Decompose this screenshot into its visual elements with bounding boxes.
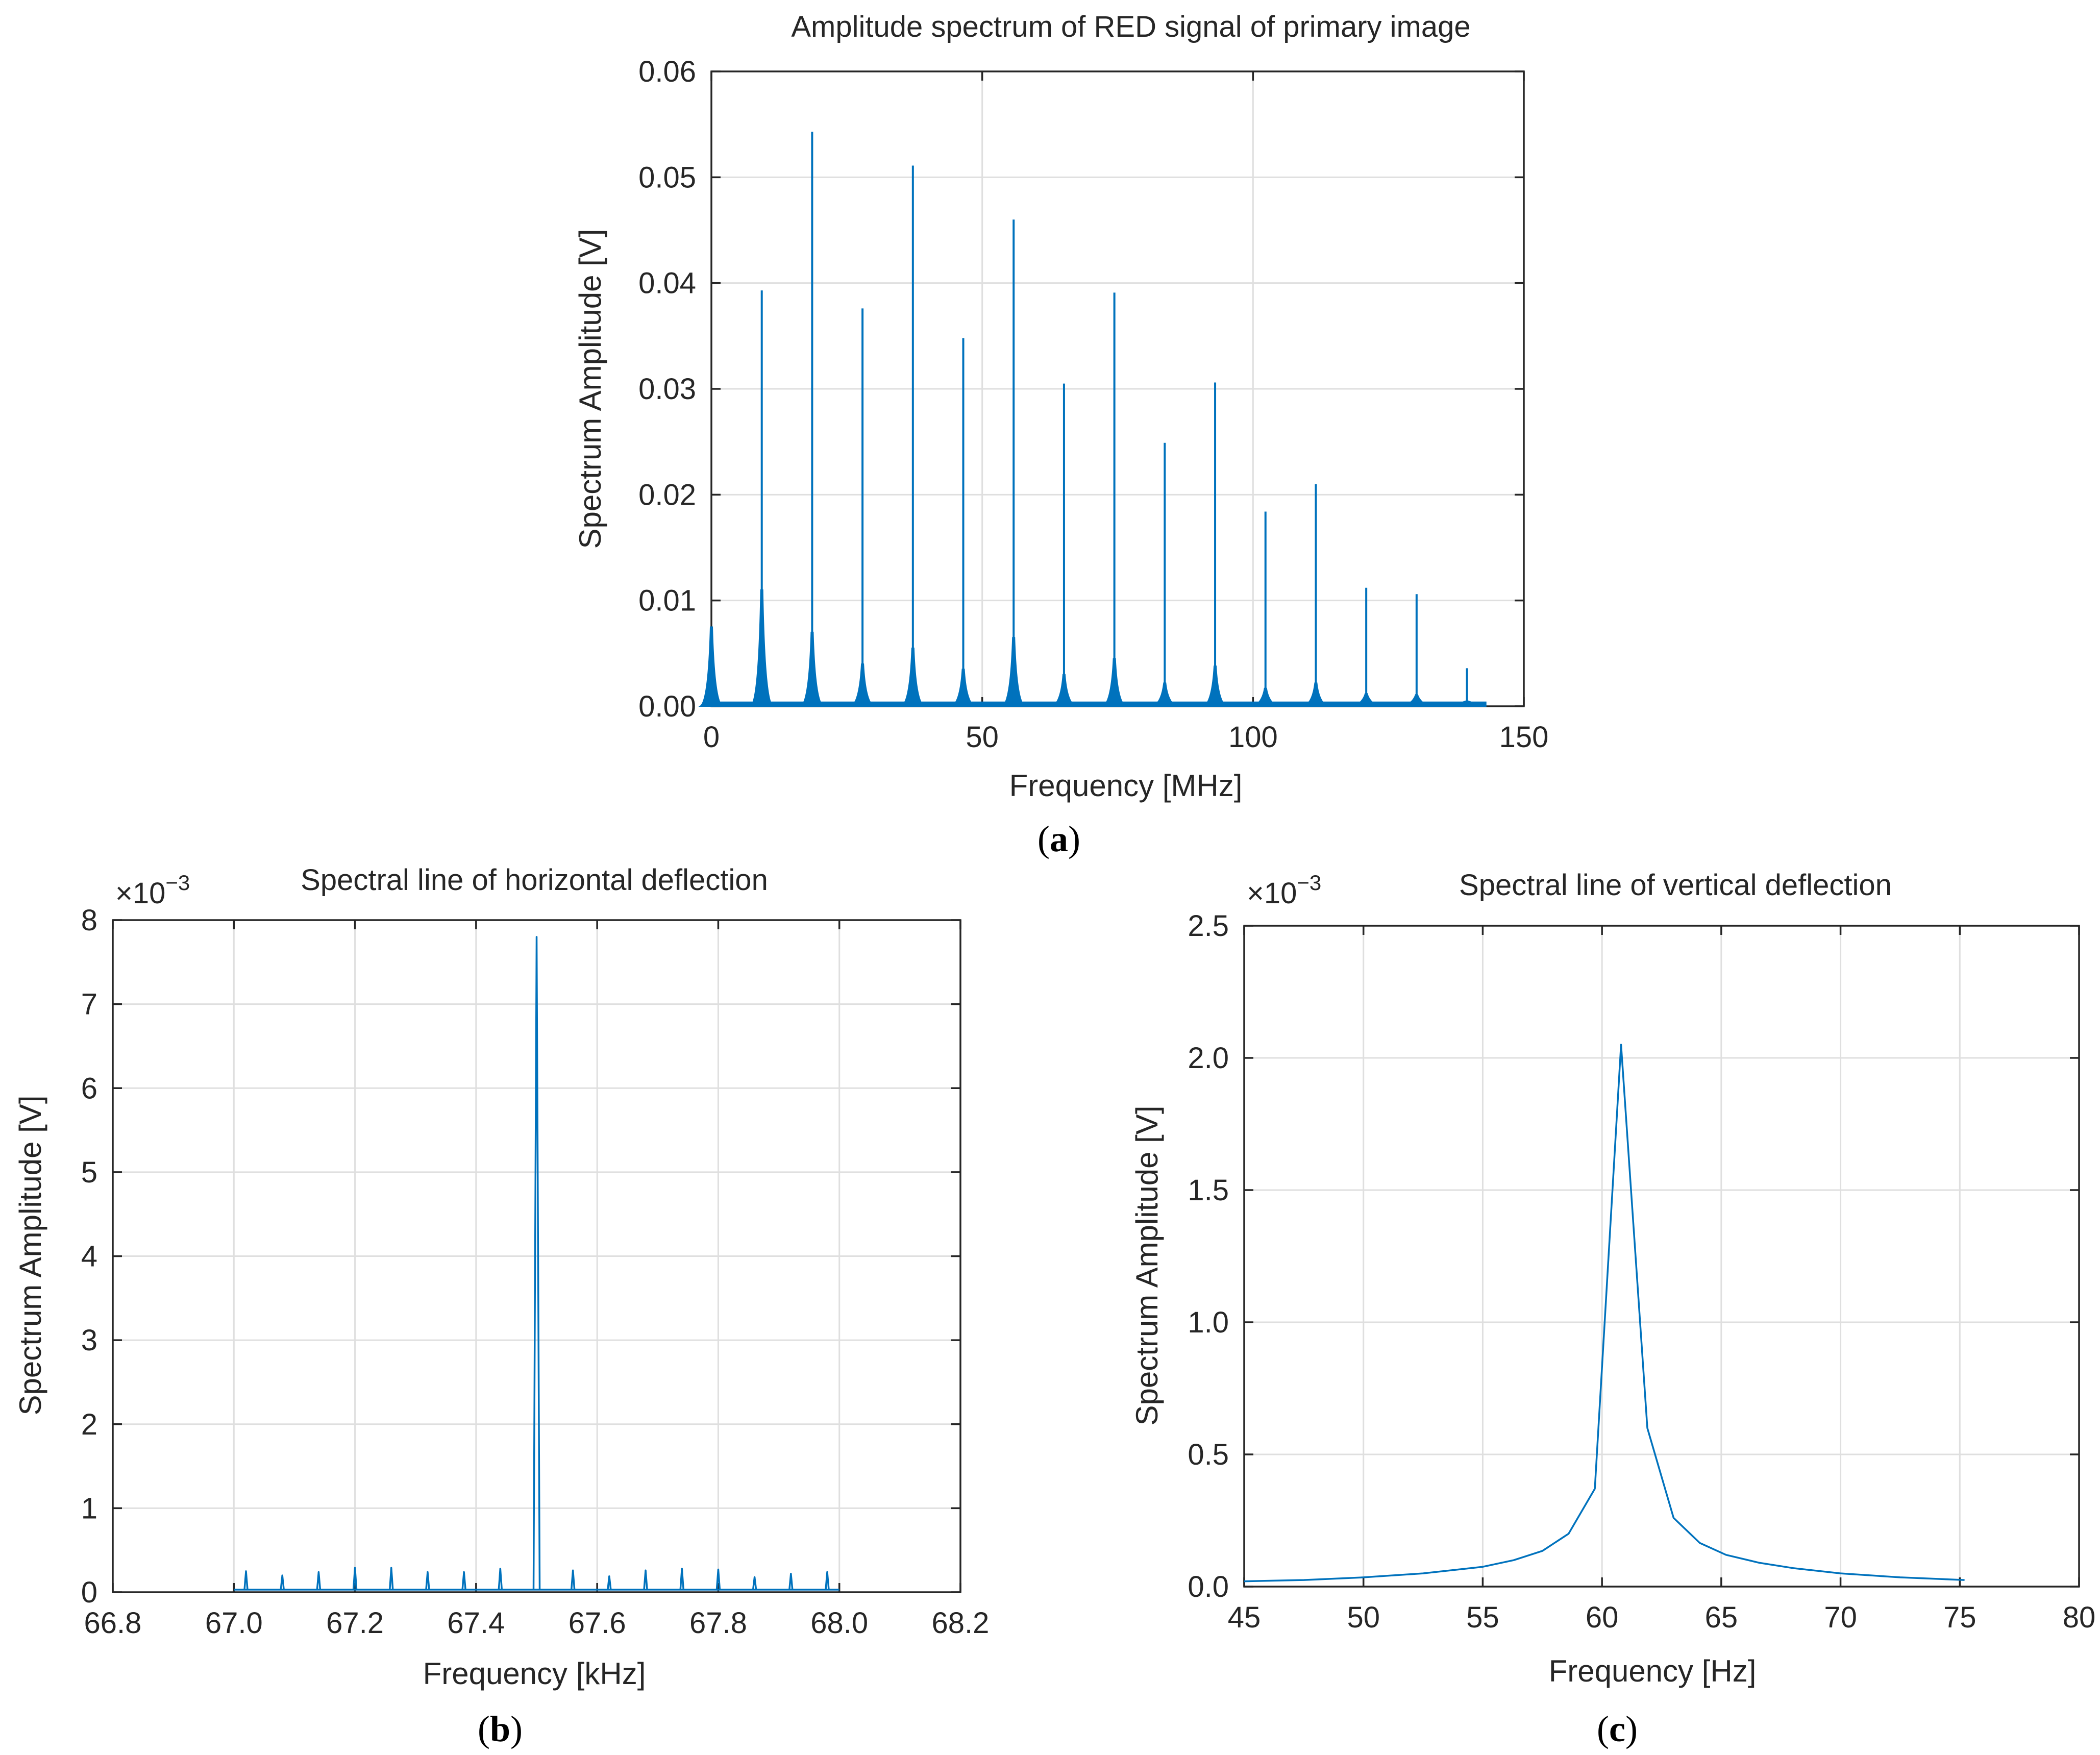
spectral-line xyxy=(752,1576,757,1590)
y-tick-label: 0.5 xyxy=(1188,1438,1229,1471)
x-tick-label: 66.8 xyxy=(84,1606,142,1640)
y-axis-label-a: Spectrum Amplitude [V] xyxy=(573,229,607,549)
y-tick-label: 2 xyxy=(81,1408,97,1441)
panel-label-a: (a) xyxy=(1037,819,1080,859)
chart-panel-b: Spectral line of horizontal deflection ×… xyxy=(13,863,989,1749)
x-tick-label: 80 xyxy=(2063,1601,2096,1634)
spectral-line xyxy=(280,1574,285,1590)
spectral-line xyxy=(825,1571,830,1590)
y-tick-label: 0.01 xyxy=(638,584,696,617)
chart-title-c: Spectral line of vertical deflection xyxy=(1459,869,1892,902)
x-tick-label: 45 xyxy=(1228,1601,1261,1634)
exponent-base-c: ×10 xyxy=(1247,877,1297,910)
y-tick-label: 0.00 xyxy=(638,690,696,723)
x-tick-label: 68.2 xyxy=(932,1606,990,1640)
series-b xyxy=(234,936,839,1591)
spectral-line xyxy=(498,1568,503,1590)
y-tick-label: 1.5 xyxy=(1188,1174,1229,1207)
x-axis-label-b: Frequency [kHz] xyxy=(423,1657,646,1691)
series-c xyxy=(1244,1044,1965,1583)
spectral-line xyxy=(389,1567,394,1590)
x-tick-label: 55 xyxy=(1466,1601,1499,1634)
spectral-line xyxy=(643,1569,648,1590)
grid-b xyxy=(113,920,960,1592)
y-tick-label: 1 xyxy=(81,1492,97,1525)
x-tick-label: 75 xyxy=(1943,1601,1977,1634)
chart-title-b: Spectral line of horizontal deflection xyxy=(301,863,768,897)
x-tick-label: 70 xyxy=(1824,1601,1857,1634)
chart-title-a: Amplitude spectrum of RED signal of prim… xyxy=(791,10,1470,43)
x-tick-label: 100 xyxy=(1228,721,1278,754)
spectral-line xyxy=(352,1567,358,1590)
exponent-power-b: −3 xyxy=(165,871,190,895)
x-tick-label: 50 xyxy=(966,721,999,754)
spectral-line xyxy=(715,1568,721,1590)
x-tick-label: 60 xyxy=(1586,1601,1619,1634)
x-tick-label: 68.0 xyxy=(810,1606,868,1640)
spectral-line xyxy=(607,1575,612,1590)
y-tick-label: 0 xyxy=(81,1576,97,1609)
x-tick-label: 0 xyxy=(703,721,720,754)
y-tick-label: 0.0 xyxy=(1188,1570,1229,1603)
panel-label-b: (b) xyxy=(478,1709,523,1749)
y-tick-label: 0.05 xyxy=(638,161,696,194)
x-tick-label: 67.4 xyxy=(447,1606,505,1640)
y-tick-label: 1.0 xyxy=(1188,1306,1229,1339)
spectral-line xyxy=(532,936,541,1590)
panel-letter-c: c xyxy=(1609,1709,1625,1749)
x-axis-label-c: Frequency [Hz] xyxy=(1549,1654,1757,1688)
spectral-line xyxy=(461,1571,466,1590)
y-tick-label: 0.04 xyxy=(638,267,696,300)
grid-a xyxy=(711,71,1524,706)
x-tick-label: 67.8 xyxy=(689,1606,747,1640)
ticks-a: 0 50 100 150 0.00 0.01 0.02 0.03 0.04 0.05 0.06 xyxy=(638,55,1548,754)
panel-letter-a: a xyxy=(1050,819,1068,859)
spectral-line xyxy=(243,1570,249,1590)
y-tick-label: 4 xyxy=(81,1240,97,1273)
y-tick-label: 0.06 xyxy=(638,55,696,88)
x-tick-label: 67.2 xyxy=(326,1606,384,1640)
panel-label-c: (c) xyxy=(1597,1709,1638,1749)
exponent-base-b: ×10 xyxy=(115,877,165,910)
x-tick-label: 50 xyxy=(1347,1601,1380,1634)
panel-letter-b: b xyxy=(490,1709,510,1749)
y-tick-label: 0.02 xyxy=(638,478,696,511)
x-tick-label: 67.6 xyxy=(569,1606,626,1640)
x-axis-label-a: Frequency [MHz] xyxy=(1009,769,1243,803)
y-tick-label: 2.5 xyxy=(1188,909,1229,943)
axes-frame-c xyxy=(1243,925,2080,1588)
spectral-line xyxy=(788,1573,794,1590)
series-a xyxy=(698,132,1487,707)
x-tick-label: 67.0 xyxy=(205,1606,263,1640)
y-tick-label: 3 xyxy=(81,1324,97,1357)
spectral-line xyxy=(425,1571,430,1590)
y-tick-label: 5 xyxy=(81,1156,97,1189)
chart-panel-c: Spectral line of vertical deflection ×10… xyxy=(1130,869,2095,1749)
chart-panel-a: Amplitude spectrum of RED signal of prim… xyxy=(573,10,1548,859)
exponent-power-c: −3 xyxy=(1297,871,1321,895)
exponent-label-c: ×10−3 xyxy=(1247,871,1321,910)
x-tick-label: 65 xyxy=(1705,1601,1738,1634)
x-tick-label: 150 xyxy=(1499,721,1549,754)
y-tick-label: 2.0 xyxy=(1188,1042,1229,1075)
y-tick-label: 7 xyxy=(81,988,97,1021)
series-line-vertical xyxy=(1244,1044,1965,1583)
spectral-line xyxy=(679,1568,684,1590)
y-tick-label: 8 xyxy=(81,904,97,937)
spectral-line xyxy=(570,1569,576,1590)
ticks-c: 45 50 55 60 65 70 75 80 0.0 0.5 1.0 1.5 2.0 2.5 xyxy=(1188,909,2095,1634)
y-axis-label-b: Spectrum Amplitude [V] xyxy=(13,1096,47,1416)
y-axis-label-c: Spectrum Amplitude [V] xyxy=(1130,1106,1164,1426)
y-tick-label: 6 xyxy=(81,1072,97,1105)
ticks-b: 66.8 67.0 67.2 67.4 67.6 67.8 68.0 68.2 0 1 2 3 4 5 6 7… xyxy=(81,904,990,1640)
y-tick-label: 0.03 xyxy=(638,373,696,406)
exponent-label-b: ×10−3 xyxy=(115,871,190,910)
spectral-line xyxy=(316,1571,322,1590)
grid-c xyxy=(1244,926,2079,1587)
